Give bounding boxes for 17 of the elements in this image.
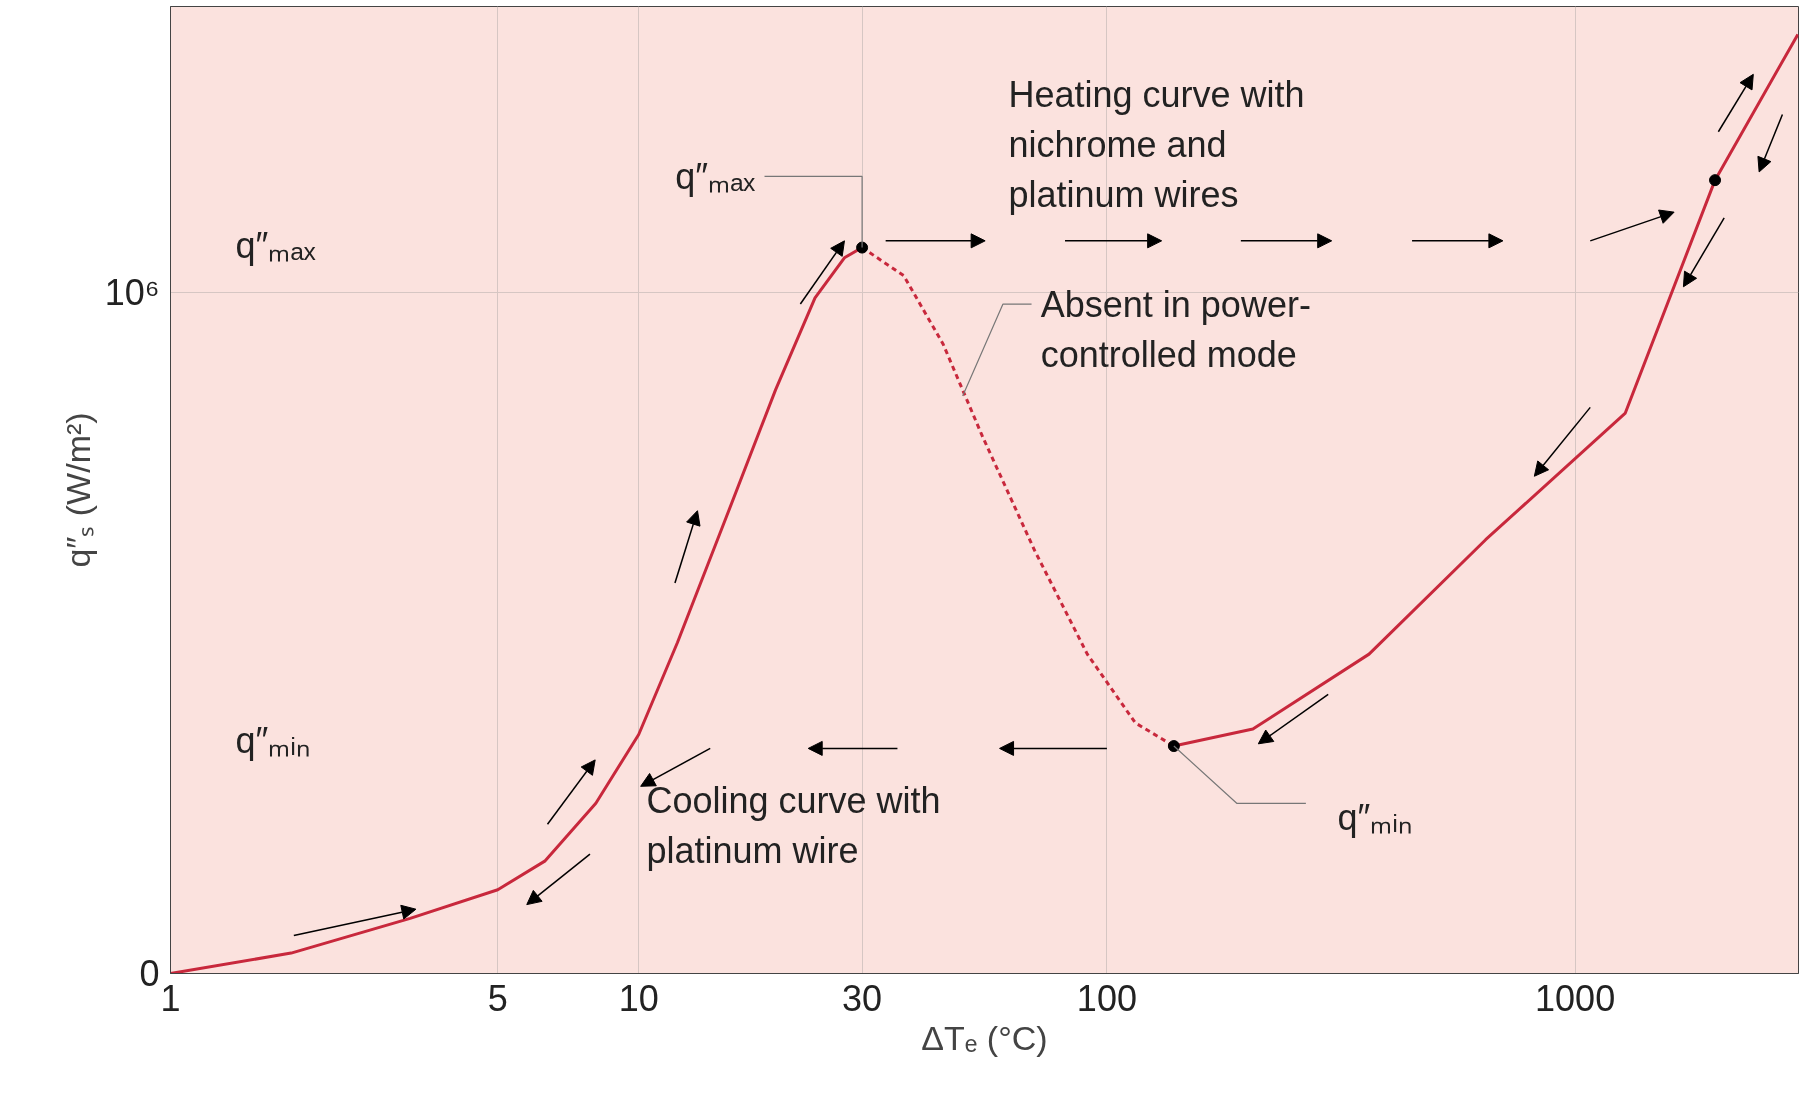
y-tick-label: 10⁶	[104, 272, 160, 314]
x-tick-label: 100	[1076, 977, 1137, 1019]
annotation: q″ₘₐₓ	[675, 155, 756, 197]
x-tick-label: 10	[618, 977, 659, 1019]
x-tick-label: 1000	[1535, 977, 1616, 1019]
x-tick-label: 5	[487, 977, 508, 1019]
annotation: q″ₘᵢₙ	[235, 720, 310, 761]
x-axis-title: ΔTₑ (°C)	[921, 1018, 1048, 1057]
annotation: Heating curve with nichrome and platinum wires	[1008, 74, 1305, 215]
x-tick-label: 1	[160, 977, 181, 1019]
annotation: Absent in power- controlled mode	[1040, 283, 1311, 375]
annotation: Cooling curve with platinum wire	[646, 780, 941, 871]
annotation: q″ₘₐₓ	[235, 225, 316, 266]
annotation: q″ₘᵢₙ	[1337, 796, 1412, 838]
x-tick-label: 30	[842, 977, 883, 1019]
y-tick-label: 0	[139, 953, 160, 994]
y-axis-title: q″ₛ (W/m²)	[58, 412, 97, 568]
